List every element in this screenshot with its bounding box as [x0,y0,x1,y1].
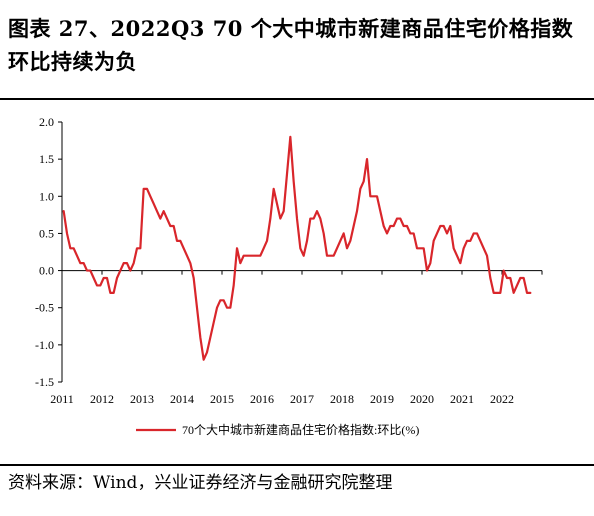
source-note: 资料来源：Wind，兴业证券经济与金融研究院整理 [8,473,393,493]
y-tick-label: -0.5 [35,301,54,315]
x-tick-label: 2014 [170,392,194,406]
series-line [62,135,532,361]
series-layer [62,135,532,361]
line-chart: 2.0 1.5 1.0 0.5 0.0 -0.5 -1.0 -1.5 2011 2012 2013… [35,115,543,437]
x-tick-label: 2013 [130,392,154,406]
y-axis: 2.0 1.5 1.0 0.5 0.0 -0.5 -1.0 -1.5 [35,115,63,389]
x-tick-label: 2017 [290,392,314,406]
x-axis: 2011 2012 2013 2014 2015 2016 2017 2018 2019 2020… [50,270,543,406]
x-tick-label: 2020 [410,392,434,406]
y-tick-label: 2.0 [39,115,54,129]
y-tick-label: 0.0 [39,264,54,278]
x-tick-label: 2015 [210,392,234,406]
x-tick-label: 2022 [490,392,514,406]
legend: 70个大中城市新建商品住宅价格指数:环比(%) [136,422,419,437]
source-divider [0,464,594,466]
x-tick-label: 2016 [250,392,274,406]
x-tick-label: 2012 [90,392,114,406]
x-tick-label: 2018 [330,392,354,406]
chart-title: 图表 27、2022Q3 70 个大中城市新建商品住宅价格指数环比持续为负 [8,16,574,74]
y-tick-label: 0.5 [39,226,54,240]
x-tick-label: 2019 [370,392,394,406]
y-tick-label: -1.5 [35,375,54,389]
title-divider [0,98,594,100]
y-tick-label: 1.0 [39,189,54,203]
x-tick-label: 2011 [50,392,74,406]
y-tick-label: 1.5 [39,152,54,166]
legend-label: 70个大中城市新建商品住宅价格指数:环比(%) [182,422,419,437]
x-tick-label: 2021 [450,392,474,406]
y-tick-label: -1.0 [35,338,54,352]
